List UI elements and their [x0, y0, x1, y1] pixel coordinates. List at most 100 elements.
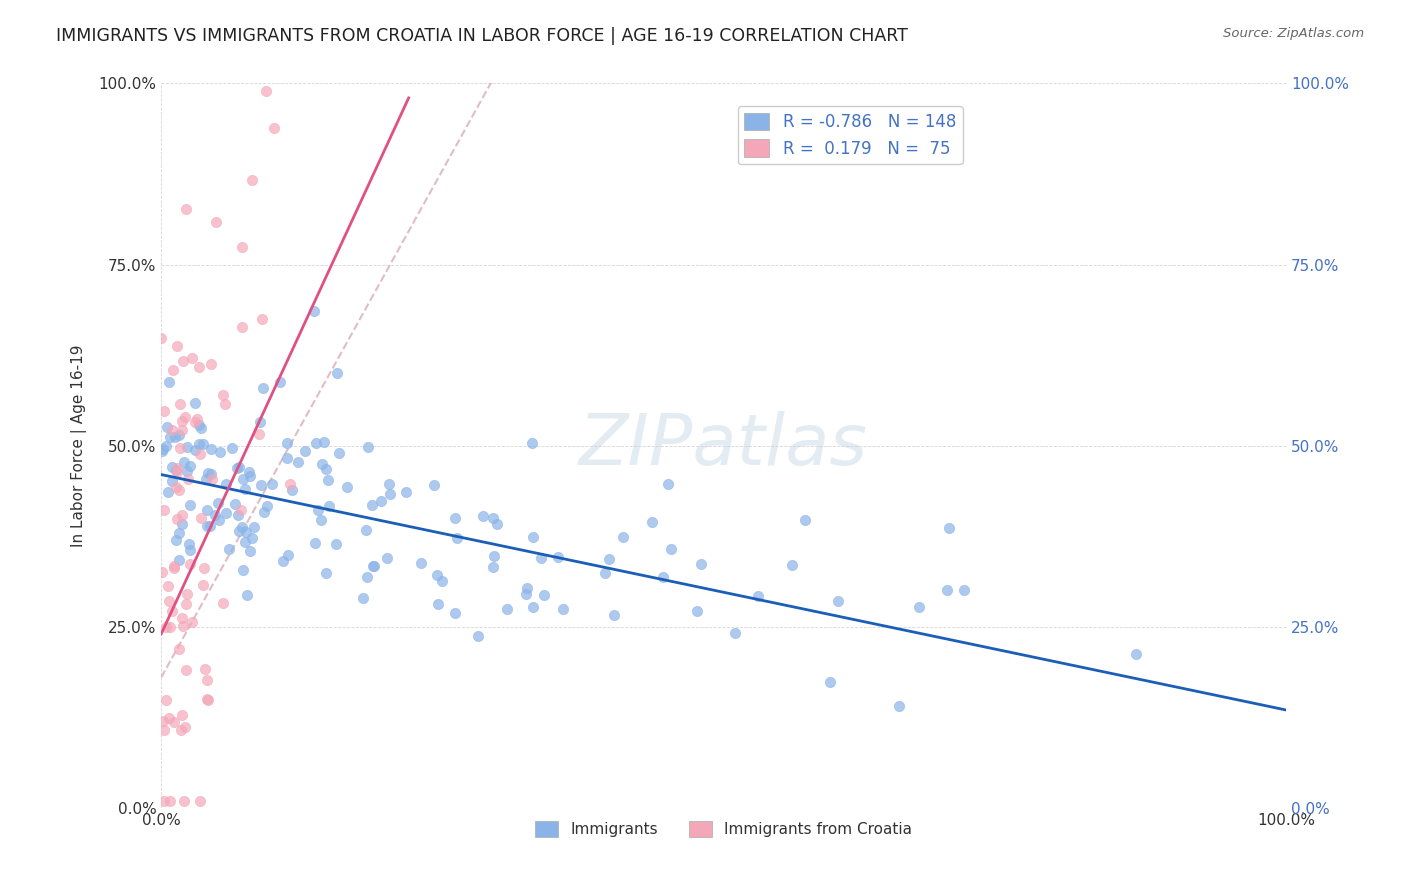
Point: [179, 543, 201, 558]
Point: [159, 430, 181, 444]
Point: [170, 723, 193, 737]
Point: [316, 474, 339, 488]
Point: [195, 502, 218, 516]
Point: [239, 468, 262, 483]
Point: [280, 483, 302, 497]
Point: [252, 312, 274, 326]
Point: [472, 508, 495, 523]
Point: [165, 533, 187, 548]
Point: [211, 388, 233, 402]
Point: [409, 557, 432, 571]
Point: [163, 714, 186, 729]
Point: [162, 363, 184, 377]
Point: [240, 173, 263, 187]
Point: [172, 619, 194, 633]
Point: [153, 404, 176, 418]
Point: [533, 588, 555, 602]
Point: [354, 523, 377, 537]
Point: [172, 354, 194, 368]
Point: [641, 516, 664, 530]
Point: [166, 461, 188, 475]
Point: [238, 466, 260, 480]
Point: [818, 674, 841, 689]
Point: [207, 496, 229, 510]
Point: [690, 557, 713, 571]
Point: [254, 84, 277, 98]
Point: [155, 692, 177, 706]
Point: [294, 444, 316, 458]
Point: [263, 121, 285, 136]
Point: [177, 536, 200, 550]
Text: Source: ZipAtlas.com: Source: ZipAtlas.com: [1223, 27, 1364, 40]
Point: [195, 518, 218, 533]
Point: [247, 426, 270, 441]
Point: [160, 423, 183, 437]
Point: [174, 663, 197, 677]
Point: [167, 525, 190, 540]
Point: [152, 793, 174, 807]
Point: [166, 512, 188, 526]
Point: [231, 240, 253, 254]
Point: [204, 508, 226, 522]
Point: [180, 351, 202, 365]
Point: [179, 498, 201, 512]
Point: [172, 611, 194, 625]
Point: [325, 537, 347, 551]
Point: [240, 531, 263, 545]
Point: [191, 578, 214, 592]
Point: [233, 482, 256, 496]
Point: [194, 662, 217, 676]
Point: [612, 530, 634, 544]
Point: [160, 460, 183, 475]
Point: [423, 478, 446, 492]
Point: [318, 499, 340, 513]
Point: [357, 440, 380, 454]
Point: [239, 544, 262, 558]
Point: [485, 516, 508, 531]
Point: [160, 604, 183, 618]
Point: [311, 458, 333, 472]
Point: [166, 465, 188, 479]
Point: [304, 304, 326, 318]
Point: [747, 590, 769, 604]
Y-axis label: In Labor Force | Age 16-19: In Labor Force | Age 16-19: [72, 344, 87, 547]
Point: [190, 420, 212, 434]
Point: [250, 477, 273, 491]
Point: [243, 520, 266, 534]
Point: [197, 693, 219, 707]
Point: [482, 559, 505, 574]
Point: [174, 597, 197, 611]
Point: [155, 620, 177, 634]
Text: IMMIGRANTS VS IMMIGRANTS FROM CROATIA IN LABOR FORCE | AGE 16-19 CORRELATION CHA: IMMIGRANTS VS IMMIGRANTS FROM CROATIA IN…: [56, 27, 908, 45]
Point: [153, 723, 176, 737]
Point: [159, 793, 181, 807]
Point: [252, 381, 274, 395]
Point: [214, 397, 236, 411]
Point: [195, 691, 218, 706]
Point: [169, 483, 191, 498]
Point: [176, 587, 198, 601]
Point: [200, 357, 222, 371]
Point: [780, 558, 803, 572]
Point: [315, 566, 337, 580]
Point: [170, 516, 193, 531]
Point: [159, 620, 181, 634]
Point: [328, 446, 350, 460]
Point: [522, 530, 544, 544]
Point: [212, 596, 235, 610]
Point: [152, 503, 174, 517]
Point: [166, 338, 188, 352]
Point: [176, 464, 198, 478]
Point: [165, 463, 187, 477]
Point: [287, 455, 309, 469]
Point: [225, 460, 247, 475]
Point: [686, 604, 709, 618]
Point: [176, 440, 198, 454]
Point: [177, 472, 200, 486]
Point: [256, 500, 278, 514]
Point: [195, 472, 218, 486]
Point: [215, 506, 238, 520]
Point: [305, 435, 328, 450]
Point: [482, 549, 505, 563]
Point: [269, 375, 291, 389]
